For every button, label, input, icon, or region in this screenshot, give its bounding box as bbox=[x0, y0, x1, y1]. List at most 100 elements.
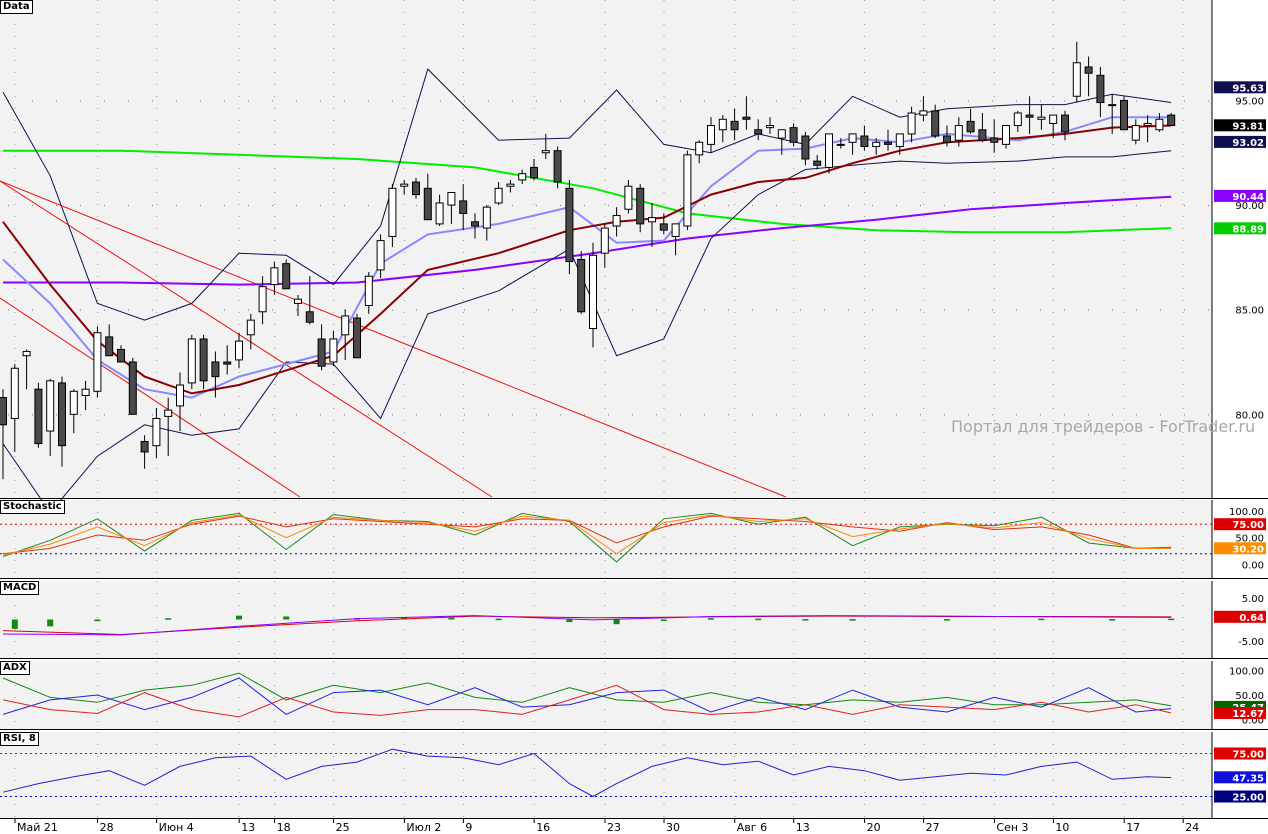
candle bbox=[199, 334, 208, 390]
hgrid-dot-3 bbox=[320, 414, 321, 416]
macd-histogram-bar bbox=[1038, 618, 1045, 621]
hgrid-dot-1 bbox=[704, 205, 705, 207]
candle bbox=[69, 389, 78, 434]
price-badge-4-text: 88.89 bbox=[1232, 224, 1264, 235]
hgrid-dot-0 bbox=[224, 100, 225, 102]
hgrid-dot-2 bbox=[224, 309, 225, 311]
candle-body bbox=[978, 129, 987, 141]
macd-histogram-bar bbox=[165, 618, 172, 620]
hgrid-dot-0 bbox=[128, 100, 129, 102]
hgrid-dot-2 bbox=[152, 309, 153, 311]
hgrid-dot-3 bbox=[896, 414, 897, 416]
indicator-badge-1-0-bg bbox=[1214, 518, 1266, 531]
hgrid-dot-3 bbox=[32, 414, 33, 416]
candle-body bbox=[1131, 125, 1140, 141]
hgrid-dot-0 bbox=[920, 100, 921, 102]
x-tick-label: 18 bbox=[277, 821, 291, 834]
indicator-badge-4-2-text: 25.00 bbox=[1232, 793, 1264, 804]
hgrid-dot-3 bbox=[152, 414, 153, 416]
hgrid-dot-1 bbox=[416, 205, 417, 207]
hgrid-dot-2 bbox=[680, 309, 681, 311]
hgrid-dot-3 bbox=[8, 414, 9, 416]
price-badge-3-bg bbox=[1214, 189, 1266, 202]
hgrid-dot-3 bbox=[680, 414, 681, 416]
candle bbox=[46, 378, 55, 457]
candle bbox=[435, 194, 444, 226]
price-badge-1: 93.81 bbox=[1214, 119, 1266, 132]
indicator-badge-4-0-bg bbox=[1214, 747, 1266, 760]
candle bbox=[211, 351, 220, 398]
candle bbox=[1143, 115, 1152, 143]
hgrid-dot-2 bbox=[800, 309, 801, 311]
hgrid-dot-1 bbox=[848, 205, 849, 207]
hgrid-dot-2 bbox=[1064, 309, 1065, 311]
candle bbox=[907, 106, 916, 143]
hgrid-dot-0 bbox=[248, 100, 249, 102]
hgrid-dot-3 bbox=[272, 414, 273, 416]
indicator-badge-1-0: 75.00 bbox=[1214, 518, 1266, 531]
candle bbox=[518, 169, 527, 185]
candle-body bbox=[1120, 99, 1128, 131]
x-tick-label: 28 bbox=[100, 821, 114, 834]
trend-line-1 bbox=[0, 180, 493, 498]
candle bbox=[341, 309, 350, 360]
hgrid-dot-2 bbox=[272, 309, 273, 311]
hgrid-dot-0 bbox=[944, 100, 945, 102]
macd-histogram-bar bbox=[755, 618, 762, 621]
y-tick-main-1: 90.00 bbox=[1235, 201, 1264, 212]
candle bbox=[671, 223, 680, 256]
candle-body bbox=[1037, 116, 1046, 120]
candle bbox=[34, 382, 43, 448]
candle bbox=[329, 330, 338, 367]
indicator-series-3-0 bbox=[2, 672, 1172, 707]
hgrid-dot-2 bbox=[344, 309, 345, 311]
hgrid-dot-2 bbox=[1136, 309, 1137, 311]
hgrid-dot-2 bbox=[1160, 309, 1161, 311]
hgrid-dot-2 bbox=[176, 309, 177, 311]
hgrid-dot-1 bbox=[272, 205, 273, 207]
candle bbox=[577, 251, 586, 314]
hgrid-dot-0 bbox=[1040, 100, 1041, 102]
candle-body bbox=[176, 384, 184, 407]
hgrid-dot-3 bbox=[1136, 414, 1137, 416]
candle bbox=[624, 179, 633, 214]
hgrid-dot-1 bbox=[992, 205, 993, 207]
candle-body bbox=[1013, 112, 1022, 127]
hgrid-dot-2 bbox=[32, 309, 33, 311]
bollinger-upper-line bbox=[2, 68, 1172, 321]
indicator-badge-4-1: 47.35 bbox=[1214, 771, 1266, 784]
panel-title-macd: MACD bbox=[0, 581, 40, 595]
candle-body bbox=[305, 311, 314, 323]
candle-body bbox=[659, 223, 668, 231]
candle bbox=[471, 213, 479, 239]
indicator-badge-1-1: 30.20 bbox=[1214, 542, 1266, 555]
price-badge-2: 93.02 bbox=[1214, 135, 1266, 149]
y-tick-main-2: 85.00 bbox=[1235, 306, 1264, 317]
candle-body bbox=[400, 183, 409, 187]
candle-body bbox=[966, 120, 975, 133]
hgrid-dot-3 bbox=[1160, 414, 1161, 416]
hgrid-dot-3 bbox=[1112, 414, 1113, 416]
candle-body bbox=[884, 141, 892, 145]
hgrid-dot-3 bbox=[752, 414, 753, 416]
candle-body bbox=[223, 361, 232, 365]
hgrid-dot-0 bbox=[1184, 100, 1185, 102]
hgrid-dot-1 bbox=[1160, 205, 1161, 207]
candle bbox=[164, 397, 173, 457]
hgrid-dot-3 bbox=[1184, 414, 1185, 416]
x-tick-label: Июл 2 bbox=[406, 821, 441, 834]
hgrid-dot-0 bbox=[872, 100, 873, 102]
candle bbox=[258, 276, 267, 325]
hgrid-dot-2 bbox=[1184, 309, 1185, 311]
indicator-badge-2-0: 0.64 bbox=[1214, 610, 1266, 624]
hgrid-dot-1 bbox=[368, 205, 369, 207]
candle-body bbox=[34, 388, 43, 445]
hgrid-dot-2 bbox=[128, 309, 129, 311]
candle-body bbox=[482, 206, 491, 229]
indicator-badge-1-1-text: 30.20 bbox=[1232, 544, 1264, 555]
x-tick-label: Июн 4 bbox=[159, 821, 194, 834]
indicator-badge-3-1-text: 12.67 bbox=[1232, 709, 1264, 720]
hgrid-dot-1 bbox=[728, 205, 729, 207]
candle bbox=[565, 179, 574, 275]
